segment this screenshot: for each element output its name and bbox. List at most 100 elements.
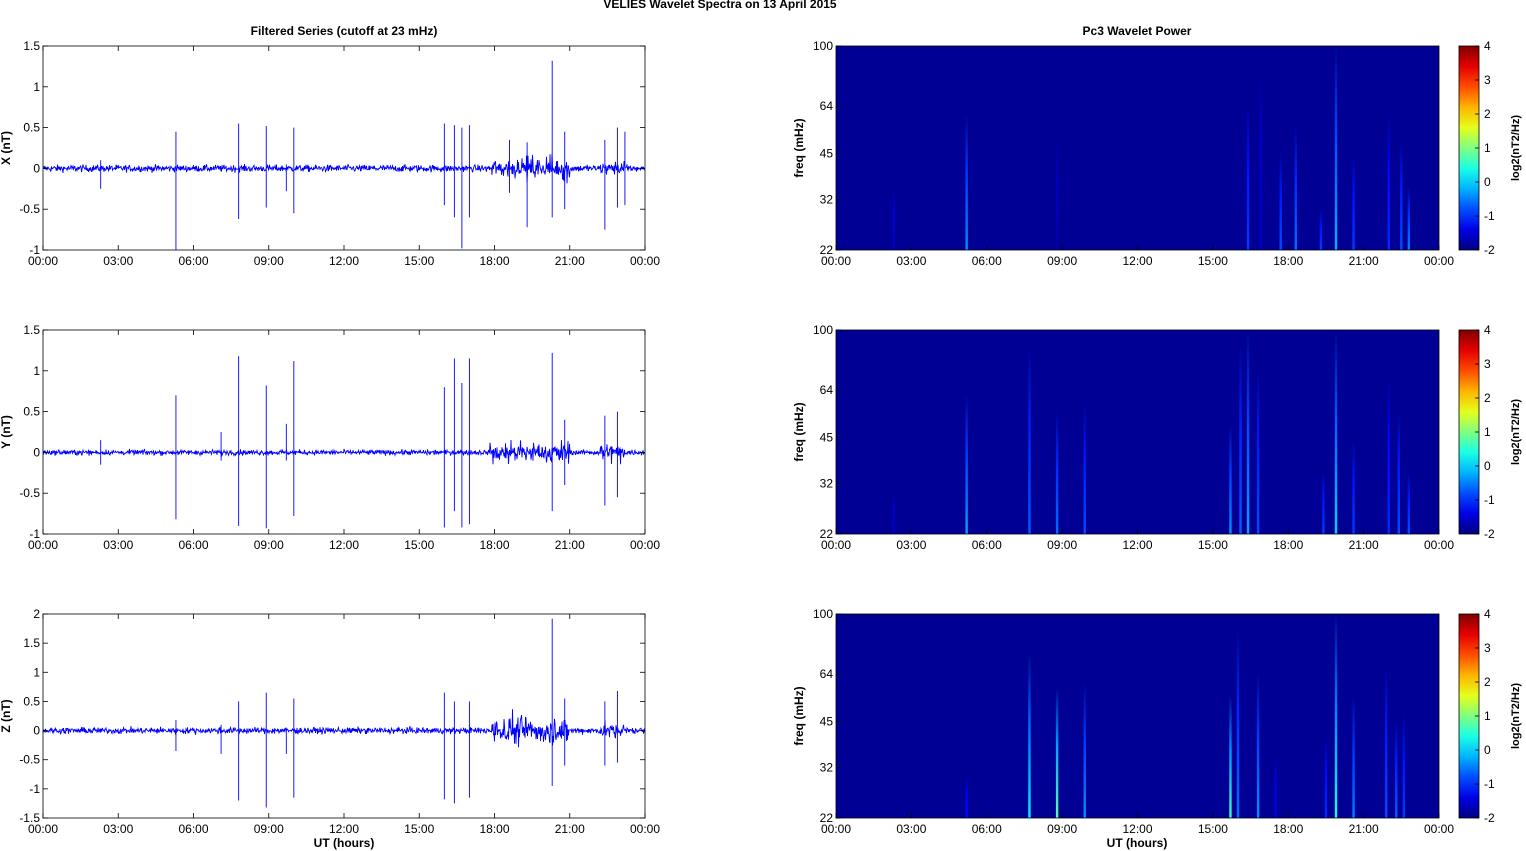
x-tick-label: 09:00 <box>254 538 284 552</box>
figure-title: VELIES Wavelet Spectra on 13 April 2015 <box>603 0 837 11</box>
x-tick-label: 03:00 <box>103 822 133 836</box>
heatmap-streak <box>1246 104 1250 250</box>
y-axis-label: Y (nT) <box>0 415 13 449</box>
heatmap-streak <box>1055 687 1059 818</box>
x-tick-label: 18:00 <box>1273 254 1303 268</box>
colorbar-tick-label: 4 <box>1484 39 1491 53</box>
x-tick-label: 03:00 <box>103 538 133 552</box>
heatmap-streak <box>1395 721 1398 818</box>
colorbar-tick-label: 3 <box>1484 73 1491 87</box>
x-tick-label: 06:00 <box>178 254 208 268</box>
x-tick-label: 09:00 <box>1047 538 1077 552</box>
colorbar-tick-label: 3 <box>1484 357 1491 371</box>
series-line <box>42 709 646 748</box>
y-tick-label: 22 <box>820 527 834 541</box>
colorbar-tick-label: 2 <box>1484 391 1491 405</box>
x-tick-label: 06:00 <box>178 538 208 552</box>
x-tick-label: 06:00 <box>178 822 208 836</box>
left-x-axis-label: UT (hours) <box>314 836 375 850</box>
line-panel-y: -1 -0.5 0 0.5 1 1.5 00:00 03:00 06:00 09:00 12:00 1… <box>0 323 660 552</box>
y-tick-label: 0.5 <box>23 694 40 708</box>
colorbar-tick-label: -1 <box>1484 777 1495 791</box>
colorbar-tick-label: 4 <box>1484 607 1491 621</box>
x-tick-label: 15:00 <box>404 822 434 836</box>
y-tick-label: 1.5 <box>23 323 40 337</box>
y-tick-label: 45 <box>820 431 834 445</box>
y-tick-label: 64 <box>820 383 834 397</box>
heatmap-streak <box>1407 471 1411 534</box>
heatmap-streak <box>1279 153 1282 250</box>
x-tick-label: 21:00 <box>1349 538 1379 552</box>
y-axis-label: Z (nT) <box>0 699 13 732</box>
x-tick-label: 18:00 <box>479 822 509 836</box>
y-tick-label: 64 <box>820 99 834 113</box>
colorbar-label: log2(nT2/Hz) <box>1510 399 1522 465</box>
heatmap-streak <box>1256 672 1260 818</box>
series-line <box>42 439 646 465</box>
y-tick-label: -1.5 <box>19 811 40 825</box>
heatmap-streak <box>1055 410 1059 534</box>
x-tick-label: 12:00 <box>1122 254 1152 268</box>
plot-frame <box>42 329 646 535</box>
x-tick-label: 21:00 <box>555 822 585 836</box>
heatmap-streak <box>1239 344 1242 534</box>
x-tick-label: 00:00 <box>28 822 58 836</box>
y-tick-label: 1 <box>33 665 40 679</box>
x-tick-label: 12:00 <box>329 822 359 836</box>
heatmap-streak <box>965 776 968 818</box>
x-tick-label: 21:00 <box>1349 254 1379 268</box>
y-tick-label: -1 <box>29 243 40 257</box>
colorbar-tick-label: -1 <box>1484 493 1495 507</box>
colorbar-tick-label: 0 <box>1484 459 1491 473</box>
heatmap-streak <box>1229 694 1232 818</box>
colorbar-tick-label: 1 <box>1484 141 1491 155</box>
colorbar-tick-label: -2 <box>1484 811 1495 825</box>
heatmap-streak <box>965 114 968 250</box>
y-tick-label: -1 <box>29 782 40 796</box>
y-tick-label: 1.5 <box>23 636 40 650</box>
heatmap-streak <box>1334 614 1338 818</box>
colorbar-tick-label: 1 <box>1484 425 1491 439</box>
y-axis-label: X (nT) <box>0 131 13 165</box>
x-tick-label: 00:00 <box>28 254 58 268</box>
heatmap-background <box>836 46 1439 250</box>
y-tick-label: 1 <box>33 364 40 378</box>
heatmap-background <box>836 330 1439 534</box>
y-tick-label: 0.5 <box>23 121 40 135</box>
y-tick-label: 0 <box>33 445 40 459</box>
x-tick-label: 06:00 <box>972 822 1002 836</box>
y-tick-label: 22 <box>820 811 834 825</box>
x-tick-label: 21:00 <box>555 538 585 552</box>
colorbar-tick-label: 4 <box>1484 323 1491 337</box>
heatmap-streak <box>1259 67 1262 250</box>
colorbar-tick-label: 2 <box>1484 675 1491 689</box>
colorbar-label: log2(nT2/Hz) <box>1510 683 1522 749</box>
heatmap-streak <box>1236 628 1240 818</box>
y-axis-label: freq (mHz) <box>792 118 806 177</box>
x-tick-label: 15:00 <box>1198 822 1228 836</box>
heatmap-streak <box>1319 208 1323 250</box>
x-tick-label: 00:00 <box>1424 538 1454 552</box>
y-tick-label: 0 <box>33 161 40 175</box>
y-tick-label: -0.5 <box>19 753 40 767</box>
x-tick-label: 12:00 <box>1122 538 1152 552</box>
heatmap-streak <box>1400 139 1403 250</box>
y-tick-label: 2 <box>33 607 40 621</box>
heatmap-streak <box>1407 187 1411 250</box>
heatmap-streak <box>1324 737 1328 818</box>
y-tick-label: -0.5 <box>19 202 40 216</box>
colorbar-tick-label: 0 <box>1484 743 1491 757</box>
colorbar-tick-label: -2 <box>1484 527 1495 541</box>
x-tick-label: 12:00 <box>329 254 359 268</box>
y-tick-label: 100 <box>813 323 833 337</box>
heatmap-streak <box>1334 330 1338 534</box>
x-tick-label: 09:00 <box>1047 822 1077 836</box>
x-tick-label: 09:00 <box>254 254 284 268</box>
x-tick-label: 00:00 <box>821 538 851 552</box>
y-tick-label: 1 <box>33 80 40 94</box>
x-tick-label: 18:00 <box>1273 822 1303 836</box>
